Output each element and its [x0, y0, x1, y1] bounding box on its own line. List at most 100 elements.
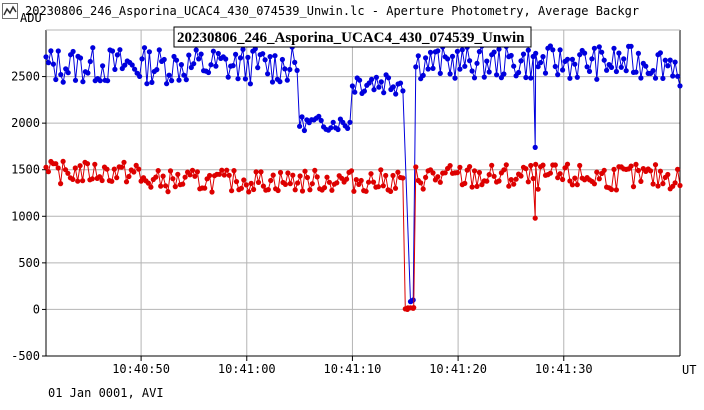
data-point — [462, 180, 468, 186]
data-point — [423, 55, 429, 61]
data-point — [677, 182, 683, 189]
data-point — [471, 168, 478, 174]
data-point — [149, 79, 155, 85]
x-tick-label: 10:40:50 — [112, 362, 170, 376]
data-point — [186, 52, 192, 58]
data-point — [247, 81, 253, 87]
data-point — [437, 70, 443, 76]
data-point — [123, 179, 130, 185]
data-point — [328, 125, 334, 131]
data-point — [535, 64, 541, 70]
data-point — [601, 167, 607, 173]
data-point — [287, 181, 293, 187]
data-point — [378, 79, 384, 85]
data-point — [552, 162, 558, 168]
data-point — [657, 168, 664, 174]
data-point — [494, 72, 500, 78]
data-point — [297, 123, 303, 129]
data-point — [309, 181, 315, 187]
data-point — [457, 164, 463, 170]
data-point — [366, 179, 372, 185]
data-point — [447, 163, 453, 169]
data-point — [154, 67, 160, 73]
data-point — [648, 168, 654, 174]
data-point — [268, 177, 274, 184]
data-point — [427, 49, 434, 56]
data-point — [166, 72, 172, 78]
data-point — [194, 169, 200, 175]
data-point — [369, 76, 375, 82]
x-axis-label: UT — [682, 363, 696, 377]
data-point — [72, 165, 78, 171]
data-point — [542, 70, 549, 76]
data-point — [557, 171, 563, 177]
data-point — [292, 187, 298, 193]
data-point — [58, 181, 64, 187]
data-point — [246, 189, 252, 195]
data-point — [569, 182, 576, 188]
data-point — [144, 81, 150, 87]
data-point — [628, 163, 634, 169]
data-point — [469, 68, 475, 74]
data-point — [518, 58, 524, 64]
data-point — [85, 70, 91, 76]
data-point — [660, 181, 666, 187]
data-point — [299, 114, 305, 120]
data-point — [302, 168, 308, 174]
data-point — [643, 63, 649, 69]
data-point — [129, 62, 135, 68]
data-point — [295, 180, 301, 186]
data-point — [60, 158, 66, 164]
data-point — [484, 58, 490, 64]
data-point — [462, 63, 468, 69]
data-point — [496, 178, 502, 184]
data-point — [413, 64, 419, 70]
data-point — [381, 90, 387, 96]
data-point — [675, 73, 681, 79]
data-point — [535, 186, 541, 192]
data-point — [611, 166, 617, 172]
data-point — [435, 48, 441, 54]
x-tick-label: 10:41:00 — [218, 362, 276, 376]
data-point — [513, 176, 519, 182]
data-point — [574, 182, 580, 188]
data-point — [292, 59, 298, 65]
data-point — [45, 169, 52, 175]
data-point — [392, 185, 399, 191]
data-point — [225, 74, 231, 80]
data-point — [167, 168, 174, 174]
data-point — [572, 61, 578, 67]
data-point — [170, 176, 176, 182]
data-point — [584, 64, 590, 70]
data-point — [675, 166, 681, 172]
data-point — [55, 48, 61, 54]
data-point — [269, 79, 276, 85]
data-point — [385, 75, 392, 81]
data-point — [75, 178, 81, 184]
data-point — [205, 69, 212, 76]
data-point — [599, 49, 605, 55]
data-point — [117, 47, 123, 53]
data-point — [560, 176, 566, 183]
data-point — [189, 167, 196, 173]
data-point — [43, 54, 49, 60]
data-point — [290, 172, 296, 178]
data-point — [326, 179, 332, 185]
data-point — [528, 162, 534, 169]
data-point — [53, 76, 59, 83]
data-point — [484, 178, 490, 184]
data-point — [126, 173, 132, 180]
data-point — [251, 186, 257, 193]
data-point — [378, 167, 384, 173]
data-point — [92, 161, 98, 167]
data-point — [53, 161, 59, 167]
lightcurve-icon[interactable] — [2, 3, 18, 19]
data-point — [334, 180, 340, 186]
data-point — [555, 175, 561, 181]
series-group — [43, 43, 683, 312]
y-tick-label: 0 — [33, 302, 40, 316]
data-point — [262, 57, 268, 63]
data-point — [532, 144, 538, 150]
data-point — [459, 47, 465, 53]
